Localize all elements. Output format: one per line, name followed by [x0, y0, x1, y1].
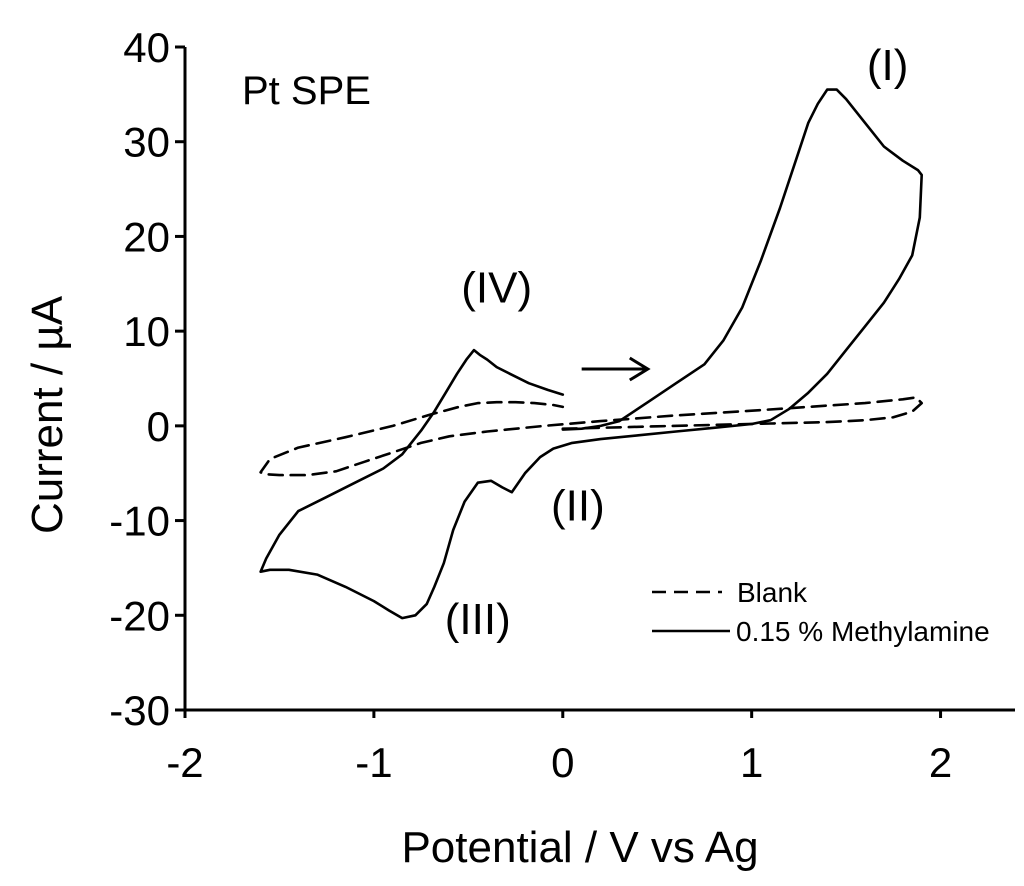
- scan-direction-arrow: [581, 356, 651, 382]
- y-tick-label: 20: [123, 213, 170, 260]
- y-tick-label: -10: [109, 498, 170, 545]
- y-tick-label: 0: [147, 403, 170, 450]
- legend: Blank 0.15 % Methylamine: [652, 577, 990, 647]
- y-ticks: -30 -20 -10 0 10 20 30 40: [109, 24, 185, 734]
- y-tick-label: 30: [123, 119, 170, 166]
- x-tick-label: -1: [355, 739, 392, 786]
- peak-label: (II): [551, 482, 605, 531]
- series-blank: [259, 396, 924, 477]
- y-tick-label: -30: [109, 687, 170, 734]
- peak-label: (III): [445, 595, 511, 644]
- series-group: [259, 88, 924, 620]
- legend-label-methylamine: 0.15 % Methylamine: [736, 616, 990, 647]
- axes: [183, 47, 1015, 712]
- legend-label-blank: Blank: [737, 577, 808, 608]
- x-tick-label: 0: [551, 739, 574, 786]
- x-tick-label: 1: [740, 739, 763, 786]
- y-tick-label: -20: [109, 592, 170, 639]
- y-axis-label: Current / µA: [23, 295, 72, 534]
- series-0-15-methylamine: [259, 88, 924, 620]
- x-tick-label: -2: [166, 739, 203, 786]
- peak-label: (IV): [461, 264, 532, 313]
- chart-title: Pt SPE: [242, 69, 371, 113]
- peak-label: (I): [867, 41, 909, 90]
- x-tick-label: 2: [929, 739, 952, 786]
- x-ticks: -2 -1 0 1 2: [166, 710, 952, 786]
- y-tick-label: 40: [123, 24, 170, 71]
- x-axis-label: Potential / V vs Ag: [401, 823, 758, 872]
- annotations: (I) (II) (III) (IV): [445, 41, 909, 644]
- arrow-head: [628, 356, 651, 382]
- y-tick-label: 10: [123, 308, 170, 355]
